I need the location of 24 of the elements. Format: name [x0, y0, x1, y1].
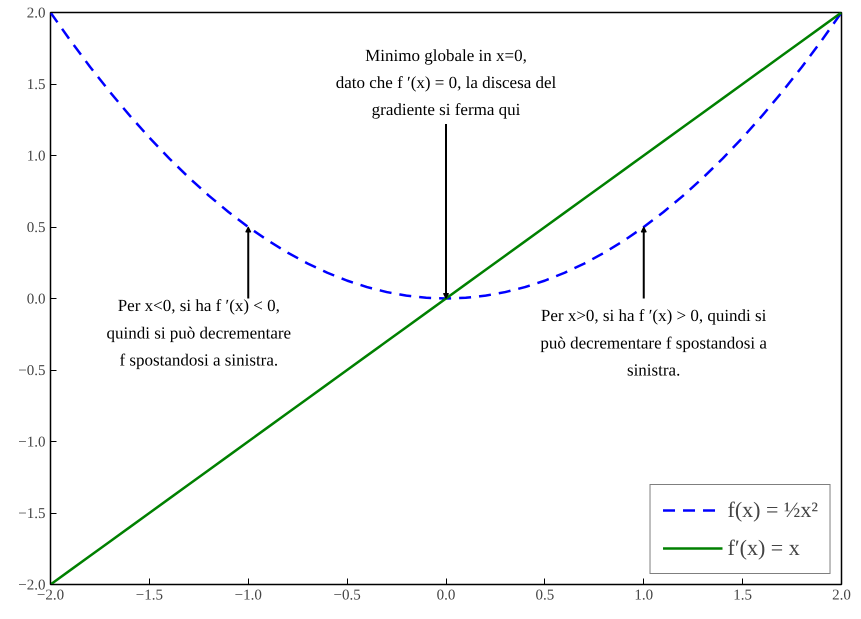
x-tick-label: 2.0 — [832, 588, 851, 604]
y-tick-label: −1.5 — [18, 506, 46, 522]
x-tick-label: 0.0 — [436, 588, 456, 604]
y-tick-label: −2.0 — [18, 578, 46, 594]
y-tick-label: 1.5 — [26, 77, 46, 93]
annotation: Minimo globale in x=0, dato che f ′(x) = 0, la discesa del gradiente si ferma qui — [336, 46, 557, 120]
x-tick-label: −1.0 — [234, 588, 262, 604]
annotation: Per x<0, si ha f ′(x) < 0, quindi si può decrementare f spostandosi a sinistra. — [106, 296, 292, 370]
annotation: Per x>0, si ha f ′(x) > 0, quindi si può decrementare f spostandosi a sinistra. — [540, 306, 768, 380]
line-series — [50, 12, 842, 300]
legend-label: f′(x) = x — [728, 535, 800, 561]
y-tick-label: 2.0 — [26, 6, 46, 22]
line-series — [50, 12, 842, 584]
y-tick-label: −0.5 — [18, 363, 46, 379]
legend-label: f(x) = ½x² — [728, 497, 818, 523]
y-tick-label: −1.0 — [18, 434, 46, 450]
y-tick-label: 0.5 — [26, 220, 46, 236]
x-tick-label: 1.5 — [733, 588, 752, 604]
x-tick-label: 0.5 — [536, 588, 554, 604]
x-tick-label: −1.5 — [136, 588, 163, 604]
x-tick-label: 1.0 — [634, 588, 654, 604]
x-tick-label: −0.5 — [334, 588, 361, 604]
y-tick-label: 1.0 — [26, 148, 46, 164]
y-tick-label: 0.0 — [26, 292, 46, 308]
